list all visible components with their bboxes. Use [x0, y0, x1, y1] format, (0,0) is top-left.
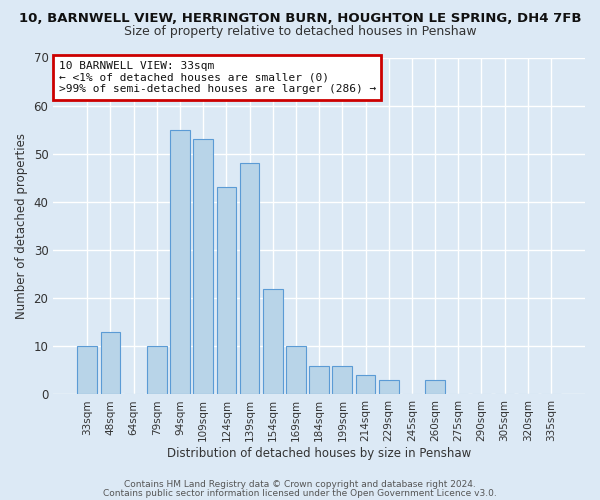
Text: Size of property relative to detached houses in Penshaw: Size of property relative to detached ho… — [124, 25, 476, 38]
Bar — [170, 130, 190, 394]
Bar — [309, 366, 329, 394]
Bar — [101, 332, 121, 394]
Text: 10, BARNWELL VIEW, HERRINGTON BURN, HOUGHTON LE SPRING, DH4 7FB: 10, BARNWELL VIEW, HERRINGTON BURN, HOUG… — [19, 12, 581, 26]
Text: Contains public sector information licensed under the Open Government Licence v3: Contains public sector information licen… — [103, 488, 497, 498]
Bar — [425, 380, 445, 394]
Bar — [240, 164, 259, 394]
Text: 10 BARNWELL VIEW: 33sqm
← <1% of detached houses are smaller (0)
>99% of semi-de: 10 BARNWELL VIEW: 33sqm ← <1% of detache… — [59, 61, 376, 94]
Bar — [356, 375, 376, 394]
Bar — [147, 346, 167, 395]
X-axis label: Distribution of detached houses by size in Penshaw: Distribution of detached houses by size … — [167, 447, 471, 460]
Bar — [332, 366, 352, 394]
Bar — [193, 140, 213, 394]
Bar — [379, 380, 398, 394]
Bar — [77, 346, 97, 395]
Bar — [286, 346, 306, 395]
Text: Contains HM Land Registry data © Crown copyright and database right 2024.: Contains HM Land Registry data © Crown c… — [124, 480, 476, 489]
Y-axis label: Number of detached properties: Number of detached properties — [15, 133, 28, 319]
Bar — [217, 188, 236, 394]
Bar — [263, 288, 283, 395]
